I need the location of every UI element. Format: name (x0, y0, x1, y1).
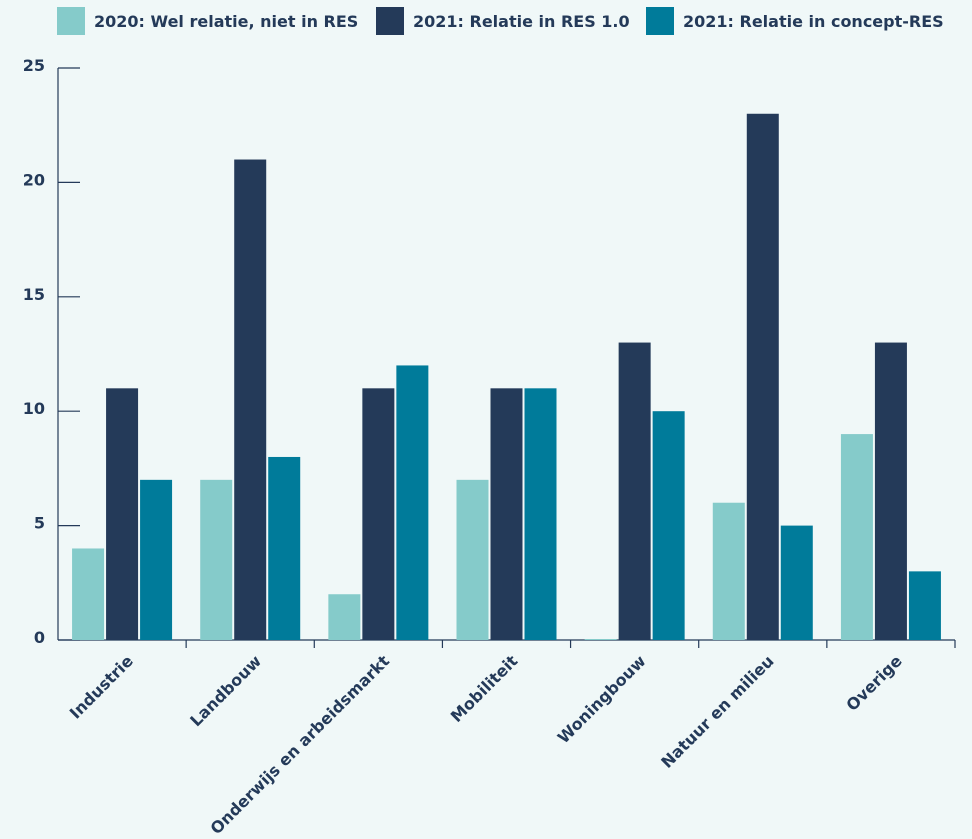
bar-onderwijs-en-arbeidsmarkt-series-1 (328, 594, 361, 640)
bar-overige-series-2 (874, 342, 907, 640)
legend-label-2: 2021: Relatie in RES 1.0 (413, 12, 630, 31)
bar-woningbouw-series-1 (584, 639, 617, 640)
bar-industrie-series-2 (106, 388, 139, 640)
bar-woningbouw-series-2 (618, 342, 651, 640)
legend-swatch-2 (376, 7, 404, 35)
bar-overige-series-1 (840, 434, 873, 640)
bar-natuur-en-milieu-series-1 (712, 502, 745, 640)
x-tick-label: Woningbouw (554, 651, 650, 747)
x-tick-label: Mobiliteit (447, 651, 522, 726)
y-tick-label: 20 (23, 170, 45, 189)
bar-industrie-series-1 (72, 548, 105, 640)
y-axis: 0 5 10 15 20 25 (23, 56, 80, 647)
bar-onderwijs-en-arbeidsmarkt-series-2 (362, 388, 395, 640)
bar-landbouw-series-3 (268, 456, 301, 640)
bar-onderwijs-en-arbeidsmarkt-series-3 (396, 365, 429, 640)
bar-natuur-en-milieu-series-2 (746, 113, 779, 640)
x-tick-label: Landbouw (186, 651, 265, 730)
legend-swatch-3 (646, 7, 674, 35)
bars (72, 113, 941, 640)
x-tick-label: Overige (842, 651, 905, 714)
y-tick-label: 5 (34, 514, 45, 533)
bar-woningbouw-series-3 (652, 411, 685, 640)
x-tick-label: Natuur en milieu (657, 651, 777, 771)
y-tick-label: 15 (23, 285, 45, 304)
bar-overige-series-3 (908, 571, 941, 640)
bar-natuur-en-milieu-series-3 (780, 525, 813, 640)
bar-mobiliteit-series-1 (456, 479, 489, 640)
x-tick-label: Industrie (66, 651, 137, 722)
y-tick-label: 0 (34, 628, 45, 647)
bar-mobiliteit-series-3 (524, 388, 557, 640)
bar-landbouw-series-2 (234, 159, 267, 640)
bar-mobiliteit-series-2 (490, 388, 523, 640)
legend-swatch-1 (57, 7, 85, 35)
y-tick-label: 25 (23, 56, 45, 75)
y-tick-label: 10 (23, 399, 45, 418)
legend: 2020: Wel relatie, niet in RES 2021: Rela… (57, 7, 944, 35)
legend-label-1: 2020: Wel relatie, niet in RES (94, 12, 358, 31)
bar-landbouw-series-1 (200, 479, 233, 640)
bar-industrie-series-3 (140, 479, 173, 640)
legend-label-3: 2021: Relatie in concept-RES (683, 12, 944, 31)
